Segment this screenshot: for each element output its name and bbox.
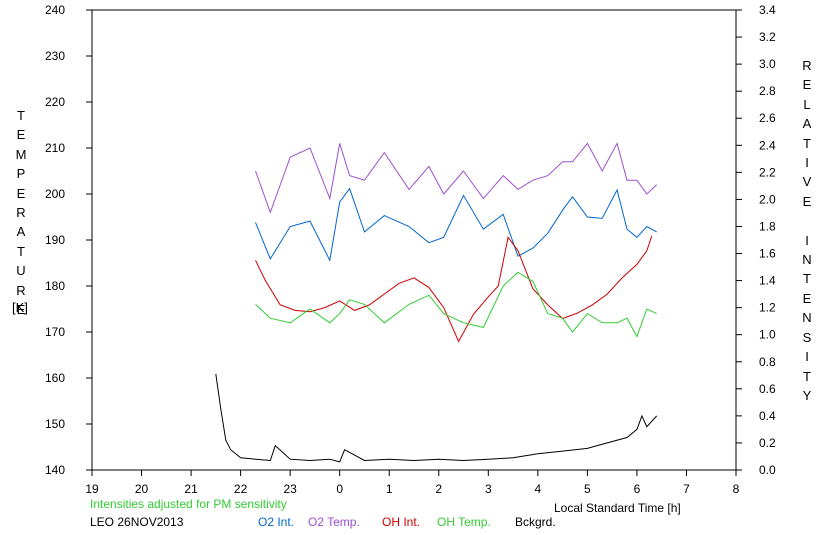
bckgrd-series-line [215, 373, 658, 463]
axis-title-letter: T [17, 108, 25, 123]
legend-entry: OH Int. [382, 515, 421, 529]
right-tick-label: 0.6 [759, 382, 776, 396]
x-tick-label: 2 [435, 482, 442, 496]
left-tick-label: 190 [45, 233, 65, 247]
x-tick-label: 3 [485, 482, 492, 496]
axis-title-letter: E [16, 127, 26, 143]
axis-title-letter: R [16, 282, 26, 298]
sensitivity-note: Intensities adjusted for PM sensitivity [90, 497, 287, 511]
x-tick-label: 0 [336, 482, 343, 496]
left-tick-label: 140 [45, 463, 65, 477]
axis-title-letter: E [16, 185, 26, 201]
x-tick-label: 19 [85, 482, 99, 496]
x-tick-label: 7 [683, 482, 690, 496]
left-tick-label: 160 [45, 371, 65, 385]
right-tick-label: 1.0 [759, 328, 776, 342]
left-tick-label: 170 [45, 325, 65, 339]
left-axis-ticks: 140 150 160 170 180 190 200 210 220 230 240 [45, 3, 92, 477]
x-tick-label: 5 [584, 482, 591, 496]
right-tick-label: 3.0 [759, 57, 776, 71]
x-tick-label: 22 [234, 482, 248, 496]
axis-title-letter: T [803, 368, 811, 384]
right-tick-label: 1.8 [759, 219, 776, 233]
left-tick-label: 210 [45, 141, 65, 155]
axis-title-letter: V [802, 174, 812, 190]
axis-title-letter: E [16, 302, 26, 318]
legend-entry: O2 Temp. [308, 515, 360, 529]
legend-entry: Bckgrd. [515, 515, 556, 529]
axis-title-letter: E [802, 290, 812, 306]
left-tick-label: 240 [45, 3, 65, 17]
axis-title-letter: I [805, 155, 809, 171]
axis-title-letter: N [802, 252, 812, 268]
left-tick-label: 230 [45, 49, 65, 63]
x-tick-label: 8 [733, 482, 740, 496]
axis-title-letter: Y [802, 387, 812, 403]
left-tick-label: 200 [45, 187, 65, 201]
left-tick-label: 150 [45, 417, 65, 431]
x-tick-label: 1 [386, 482, 393, 496]
right-tick-label: 3.4 [759, 3, 776, 17]
axis-title-letter: E [802, 193, 812, 209]
x-tick-label: 23 [283, 482, 297, 496]
axis-title-letter: P [16, 166, 26, 182]
axis-title-letter: T [803, 135, 811, 151]
axis-title-letter: T [803, 271, 811, 287]
legend-entry: O2 Int. [258, 515, 295, 529]
right-tick-label: 1.6 [759, 247, 776, 261]
right-tick-label: 2.4 [759, 138, 776, 152]
right-tick-label: 1.4 [759, 274, 776, 288]
right-tick-label: 1.2 [759, 301, 776, 315]
axis-title-letter: E [802, 77, 812, 93]
series-group [215, 142, 658, 463]
axis-title-letter: A [16, 224, 26, 240]
legend: O2 Int. O2 Temp. OH Int. OH Temp. Bckgrd. [258, 515, 578, 531]
right-axis-ticks: 0.0 0.2 0.4 0.6 0.8 1.0 1.2 1.4 1.6 1.8 2.0 2.2 2.4 2… [736, 3, 776, 477]
station-date-label: LEO 26NOV2013 [90, 515, 184, 529]
x-axis-ticks: 19 20 21 22 23 0 1 2 3 4 5 6 7 8 [85, 470, 740, 496]
axis-title-letter: I [805, 349, 809, 365]
right-tick-label: 3.2 [759, 30, 776, 44]
axis-title-letter: R [802, 58, 812, 73]
axis-title-letter: L [803, 96, 811, 112]
legend-entry: OH Temp. [437, 515, 491, 529]
right-tick-label: 0.4 [759, 409, 776, 423]
left-axis-unit: [K] [12, 300, 28, 315]
right-tick-label: 2.2 [759, 165, 776, 179]
x-tick-label: 21 [184, 482, 198, 496]
axis-title-letter: R [16, 205, 26, 221]
right-tick-label: 0.0 [759, 463, 776, 477]
axis-title-letter: A [802, 116, 812, 132]
right-tick-label: 2.6 [759, 111, 776, 125]
x-axis-title: Local Standard Time [h] [554, 501, 681, 515]
axis-title-letter [800, 211, 814, 230]
left-tick-label: 180 [45, 279, 65, 293]
o2-temp-series-line [255, 142, 658, 214]
right-tick-label: 2.8 [759, 84, 776, 98]
left-tick-label: 220 [45, 95, 65, 109]
right-tick-label: 0.8 [759, 355, 776, 369]
x-tick-label: 20 [135, 482, 149, 496]
x-tick-label: 4 [535, 482, 542, 496]
x-tick-label: 6 [634, 482, 641, 496]
o2-int-series-line [255, 187, 657, 262]
oh-temp-series-line [255, 271, 657, 338]
axis-title-letter: T [17, 243, 25, 259]
right-tick-label: 0.2 [759, 436, 776, 450]
axis-title-letter: N [802, 310, 812, 326]
oh-int-series-line [255, 235, 653, 343]
axis-title-letter: S [802, 329, 812, 345]
right-tick-label: 2.0 [759, 192, 776, 206]
axis-title-letter: I [805, 232, 809, 248]
axis-title-letter: U [16, 263, 26, 279]
plot-frame [91, 9, 737, 471]
axis-title-letter: M [15, 146, 27, 162]
